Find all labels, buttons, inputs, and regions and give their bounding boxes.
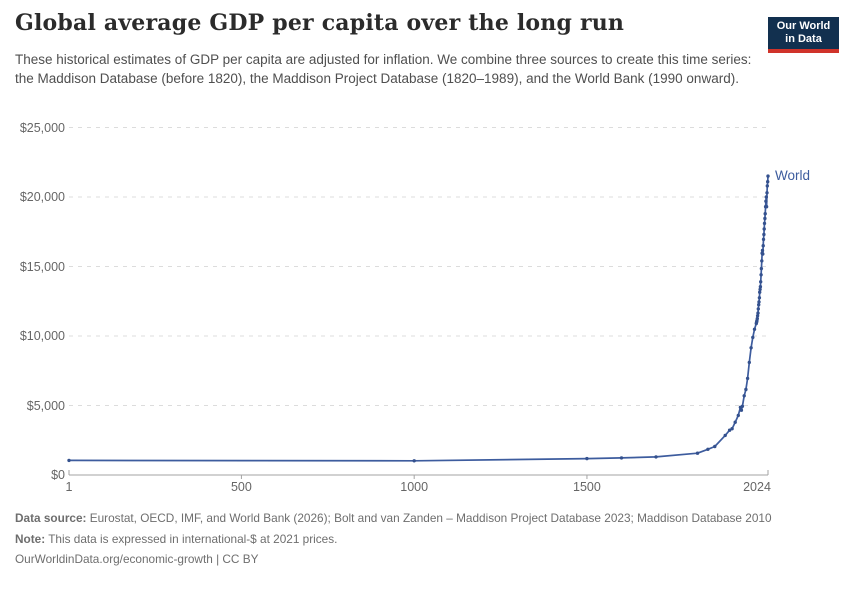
note-text: This data is expressed in international-… bbox=[45, 531, 338, 546]
data-point bbox=[763, 216, 767, 221]
data-source-line: Data source: Eurostat, OECD, IMF, and Wo… bbox=[15, 509, 807, 528]
data-point bbox=[761, 252, 765, 256]
owid-logo-line1: Our World bbox=[776, 20, 831, 32]
y-axis-label: $5,000 bbox=[26, 398, 65, 413]
data-point bbox=[758, 287, 762, 292]
data-point bbox=[759, 273, 763, 277]
data-point bbox=[745, 376, 750, 381]
data-point bbox=[756, 311, 760, 315]
world-line bbox=[68, 176, 769, 462]
data-point bbox=[760, 259, 764, 263]
data-point bbox=[757, 300, 761, 304]
note-label: Note: bbox=[15, 531, 46, 546]
data-point bbox=[742, 394, 746, 398]
data-point bbox=[619, 456, 624, 460]
data-point bbox=[67, 458, 71, 463]
data-point bbox=[723, 433, 727, 438]
data-point bbox=[763, 212, 767, 216]
data-point bbox=[740, 404, 745, 408]
owid-url[interactable]: OurWorldinData.org/economic-growth | CC … bbox=[15, 552, 259, 566]
data-point bbox=[758, 290, 762, 294]
y-axis-label: $25,000 bbox=[19, 120, 65, 135]
data-point bbox=[762, 221, 767, 226]
data-point bbox=[766, 174, 770, 178]
data-point bbox=[736, 413, 740, 418]
data-point bbox=[747, 360, 751, 365]
x-axis-label: 1 bbox=[65, 480, 73, 494]
series-label-world: World bbox=[775, 168, 811, 184]
data-point bbox=[585, 456, 589, 461]
page-title: Global average GDP per capita over the l… bbox=[15, 10, 625, 36]
x-axis-label: 2024 bbox=[743, 480, 771, 494]
data-point bbox=[755, 314, 760, 318]
chart-subtitle: These historical estimates of GDP per ca… bbox=[15, 52, 752, 86]
data-point bbox=[758, 285, 763, 289]
data-point bbox=[733, 420, 737, 424]
data-source-text: Eurostat, OECD, IMF, and World Bank (202… bbox=[86, 511, 772, 525]
data-point bbox=[762, 227, 766, 231]
owid-logo-line2: in Data bbox=[785, 33, 822, 45]
data-point bbox=[752, 327, 757, 331]
data-point bbox=[751, 335, 755, 340]
data-point bbox=[765, 191, 769, 195]
owid-logo: Our World in Data bbox=[768, 17, 839, 53]
note-line: Note: This data is expressed in internat… bbox=[15, 530, 807, 549]
data-point bbox=[412, 459, 416, 463]
data-source-label: Data source: bbox=[15, 511, 87, 525]
data-point bbox=[654, 455, 658, 459]
data-point bbox=[695, 451, 700, 455]
data-point bbox=[739, 408, 744, 412]
data-point bbox=[765, 184, 769, 188]
data-point bbox=[761, 244, 765, 248]
y-axis-label: $10,000 bbox=[19, 329, 65, 343]
x-axis-label: 1500 bbox=[573, 480, 601, 494]
x-axis-label: 1000 bbox=[400, 480, 429, 494]
data-point bbox=[756, 307, 760, 311]
data-point bbox=[730, 427, 734, 431]
data-point bbox=[757, 303, 761, 307]
y-axis-label: $15,000 bbox=[19, 259, 65, 274]
data-point bbox=[764, 205, 769, 209]
data-point bbox=[762, 232, 766, 237]
data-point bbox=[759, 280, 763, 284]
data-point bbox=[713, 444, 717, 449]
data-point bbox=[755, 316, 759, 321]
data-point bbox=[764, 199, 768, 203]
data-point bbox=[727, 428, 732, 432]
data-point bbox=[706, 447, 710, 451]
y-axis-label: $20,000 bbox=[19, 190, 65, 204]
data-point bbox=[760, 248, 765, 253]
data-point bbox=[749, 346, 753, 350]
y-axis-label: $0 bbox=[51, 468, 65, 482]
chart-footer: Data source: Eurostat, OECD, IMF, and Wo… bbox=[15, 509, 807, 571]
data-point bbox=[764, 195, 768, 199]
x-axis-label: 500 bbox=[230, 480, 252, 494]
data-point bbox=[766, 180, 770, 184]
data-point bbox=[759, 266, 764, 271]
data-point bbox=[744, 387, 748, 392]
data-point bbox=[757, 296, 762, 300]
data-point bbox=[761, 237, 766, 242]
